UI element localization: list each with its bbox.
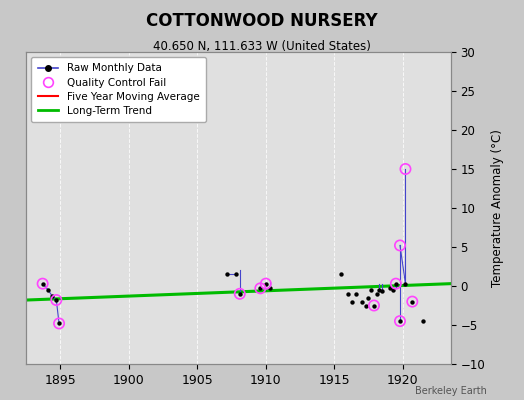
Point [44, 287, 52, 293]
Point [396, 242, 404, 249]
Point [373, 290, 381, 297]
Point [337, 271, 345, 278]
Text: 40.650 N, 111.633 W (United States): 40.650 N, 111.633 W (United States) [153, 40, 371, 53]
Point [401, 280, 410, 287]
Point [352, 290, 361, 297]
Point [348, 298, 356, 305]
Point [52, 297, 60, 303]
Point [401, 166, 410, 172]
Point [408, 298, 417, 305]
Point [266, 285, 274, 292]
Point [396, 318, 404, 324]
Point [232, 271, 240, 278]
Point [38, 280, 47, 287]
Point [55, 320, 63, 327]
Point [419, 318, 428, 324]
Point [396, 318, 404, 324]
Point [48, 293, 57, 299]
Point [378, 288, 386, 295]
Point [256, 285, 265, 292]
Point [357, 298, 366, 305]
Point [55, 320, 63, 327]
Point [364, 294, 373, 301]
Point [370, 302, 378, 309]
Text: Berkeley Earth: Berkeley Earth [416, 386, 487, 396]
Point [370, 302, 378, 309]
Point [256, 285, 265, 292]
Text: COTTONWOOD NURSERY: COTTONWOOD NURSERY [146, 12, 378, 30]
Point [375, 287, 384, 293]
Point [223, 271, 232, 278]
Legend: Raw Monthly Data, Quality Control Fail, Five Year Moving Average, Long-Term Tren: Raw Monthly Data, Quality Control Fail, … [31, 57, 206, 122]
Point [261, 280, 270, 287]
Point [261, 280, 270, 287]
Y-axis label: Temperature Anomaly (°C): Temperature Anomaly (°C) [490, 129, 504, 287]
Point [386, 285, 395, 292]
Point [52, 297, 60, 303]
Point [391, 280, 400, 287]
Point [389, 287, 397, 293]
Point [344, 290, 352, 297]
Point [236, 290, 244, 297]
Point [408, 298, 417, 305]
Point [367, 287, 375, 293]
Point [236, 290, 244, 297]
Point [362, 302, 370, 309]
Point [391, 280, 400, 287]
Point [38, 280, 47, 287]
